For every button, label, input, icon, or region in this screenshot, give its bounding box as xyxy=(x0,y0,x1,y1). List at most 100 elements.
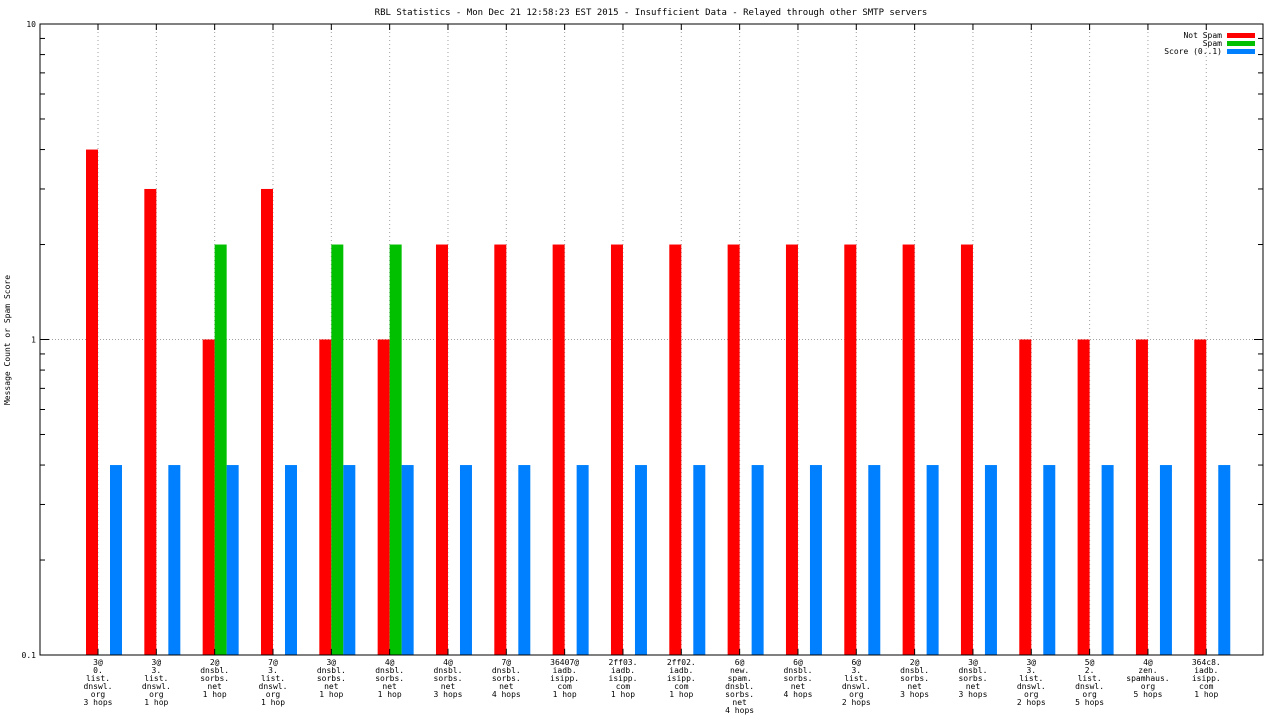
x-tick-label: 7@ 3. list. dnswl. org 1 hop xyxy=(259,658,288,707)
x-tick-label-line: org xyxy=(1024,690,1039,699)
legend-label: Score (0..1) xyxy=(1164,47,1222,56)
x-tick-label-line: org xyxy=(1082,690,1097,699)
x-tick-label-line: 1 hop xyxy=(1194,690,1218,699)
x-tick-label-line: sorbs. xyxy=(434,674,463,683)
x-tick-label-line: 3 hops xyxy=(84,698,113,707)
bar-score-0-1 xyxy=(284,465,297,655)
x-tick-label-line: dnsbl. xyxy=(958,666,987,675)
x-tick-label: 6@ 3. list. dnswl. org 2 hops xyxy=(842,658,871,707)
x-tick-label-line: 36407@ xyxy=(550,658,579,667)
x-tick-label-line: sorbs. xyxy=(725,690,754,699)
legend-swatch xyxy=(1227,49,1255,54)
x-tick-label-line: list. xyxy=(261,674,285,683)
bar-score-0-1 xyxy=(634,465,647,655)
bar-not-spam xyxy=(844,244,857,656)
x-tick-label-line: 6@ xyxy=(793,658,803,667)
bar-score-0-1 xyxy=(110,465,122,655)
x-tick-label-line: 3@ xyxy=(93,658,103,667)
x-tick-label-line: sorbs. xyxy=(784,674,813,683)
x-tick-label-line: 4@ xyxy=(1143,658,1153,667)
x-tick-label-line: 4 hops xyxy=(784,690,813,699)
bar-not-spam xyxy=(377,339,390,655)
x-tick-label-line: 5 hops xyxy=(1133,690,1162,699)
x-tick-label-line: iadb. xyxy=(553,666,577,675)
x-tick-label: 3@ 3. list. dnswl. org 1 hop xyxy=(142,658,171,707)
x-tick-label-line: dnswl. xyxy=(842,682,871,691)
bar-not-spam xyxy=(902,244,915,656)
x-tick-label-line: sorbs. xyxy=(317,674,346,683)
bar-not-spam xyxy=(494,244,507,656)
bar-score-0-1 xyxy=(751,465,764,655)
x-tick-label: 6@ new. spam. dnsbl. sorbs. net 4 hops xyxy=(725,658,754,715)
bar-score-0-1 xyxy=(1101,465,1114,655)
x-tick-label-line: dnsbl. xyxy=(900,666,929,675)
bar-not-spam xyxy=(960,244,973,656)
bar-score-0-1 xyxy=(1218,465,1231,655)
x-tick-label-line: list. xyxy=(144,674,168,683)
x-tick-label-line: isipp. xyxy=(550,674,579,683)
bar-not-spam xyxy=(144,188,157,655)
bar-not-spam xyxy=(1019,339,1032,655)
bar-score-0-1 xyxy=(401,465,414,655)
x-tick-label-line: net xyxy=(207,682,222,691)
bar-not-spam xyxy=(1077,339,1090,655)
x-tick-label: 7@ dnsbl. sorbs. net 4 hops xyxy=(492,658,521,699)
x-tick-label-line: 3@ xyxy=(968,658,978,667)
x-tick-label-line: dnswl. xyxy=(1075,682,1104,691)
y-axis-label: Message Count or Spam Score xyxy=(3,275,12,405)
x-tick-label-line: 3. xyxy=(152,666,162,675)
legend-swatch xyxy=(1227,33,1255,38)
bar-not-spam xyxy=(260,188,273,655)
x-tick-label: 4@ dnsbl. sorbs. net 3 hops xyxy=(434,658,463,699)
x-tick-label-line: com xyxy=(557,682,572,691)
bar-not-spam xyxy=(86,149,98,655)
x-tick-label-line: 2. xyxy=(1085,666,1095,675)
x-tick-label-line: 7@ xyxy=(268,658,278,667)
x-tick-label-line: 3@ xyxy=(152,658,162,667)
x-tick-label: 3@ 0. list. dnswl. org 3 hops xyxy=(84,658,113,707)
x-tick-label-line: 3 hops xyxy=(900,690,929,699)
x-tick-label-line: net xyxy=(441,682,456,691)
x-tick-label-line: 2ff03. xyxy=(609,658,638,667)
x-tick-label-line: list. xyxy=(86,674,110,683)
bar-not-spam xyxy=(785,244,798,656)
x-tick-label: 2ff03. iadb. isipp. com 1 hop xyxy=(609,658,638,699)
bar-score-0-1 xyxy=(926,465,939,655)
x-tick-label-line: dnsbl. xyxy=(784,666,813,675)
x-tick-label-line: 4 hops xyxy=(725,706,754,715)
x-tick-label-line: iadb. xyxy=(611,666,635,675)
x-tick-label-line: net xyxy=(907,682,922,691)
x-tick-label-line: sorbs. xyxy=(200,674,229,683)
x-tick-label-line: 1 hop xyxy=(378,690,402,699)
bar-spam xyxy=(214,244,227,656)
x-tick-label-line: 2 hops xyxy=(842,698,871,707)
bar-score-0-1 xyxy=(1043,465,1056,655)
x-tick-label-line: list. xyxy=(1019,674,1043,683)
x-tick-label-line: 4 hops xyxy=(492,690,521,699)
x-tick-label-line: net xyxy=(791,682,806,691)
bar-not-spam xyxy=(1135,339,1148,655)
x-tick-label-line: sorbs. xyxy=(375,674,404,683)
x-tick-label-line: 3. xyxy=(268,666,278,675)
x-tick-label-line: dnswl. xyxy=(1017,682,1046,691)
x-tick-label-line: dnswl. xyxy=(84,682,113,691)
x-tick-label-line: isipp. xyxy=(667,674,696,683)
x-tick-label-line: 3. xyxy=(1026,666,1036,675)
x-tick-label-line: 3. xyxy=(851,666,861,675)
x-tick-label-line: isipp. xyxy=(1192,674,1221,683)
x-tick-label: 6@ dnsbl. sorbs. net 4 hops xyxy=(784,658,813,699)
x-tick-label-line: 6@ xyxy=(851,658,861,667)
x-tick-label: 2@ dnsbl. sorbs. net 3 hops xyxy=(900,658,929,699)
bar-spam xyxy=(389,244,402,656)
bar-not-spam xyxy=(727,244,740,656)
x-tick-label-line: 4@ xyxy=(443,658,453,667)
x-tick-label-line: 5 hops xyxy=(1075,698,1104,707)
x-tick-label-line: 3 hops xyxy=(958,690,987,699)
bars xyxy=(86,149,1231,656)
bar-spam xyxy=(331,244,344,656)
x-tick-label-line: sorbs. xyxy=(492,674,521,683)
y-tick-label: 10 xyxy=(26,20,36,29)
bar-score-0-1 xyxy=(868,465,881,655)
x-tick-label-line: 1 hop xyxy=(669,690,693,699)
